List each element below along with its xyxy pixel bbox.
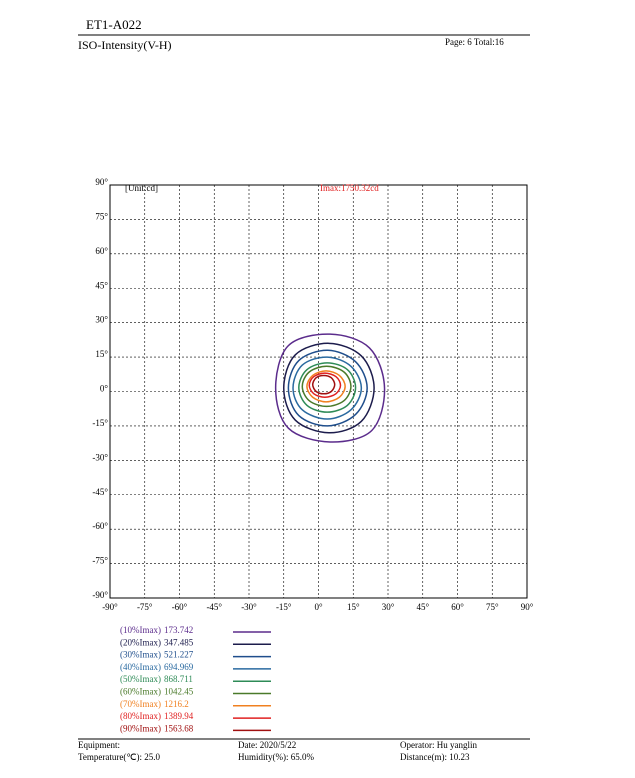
- y-tick-label: 30°: [95, 315, 108, 325]
- y-tick-label: -90°: [92, 590, 108, 600]
- doc-code: ET1-A022: [86, 17, 142, 32]
- legend-name: (10%Imax): [120, 625, 161, 635]
- y-tick-label: -75°: [92, 556, 108, 566]
- equipment: Equipment:: [78, 740, 120, 750]
- iso-contour: [287, 349, 368, 427]
- x-tick-label: 15°: [347, 602, 360, 612]
- y-tick-label: -60°: [92, 521, 108, 531]
- x-tick-label: 45°: [416, 602, 429, 612]
- legend-entry: (70%Imax) 1216.2: [120, 699, 189, 709]
- legend-name: (40%Imax): [120, 662, 161, 672]
- imax-label: Imax:1750.32cd: [320, 183, 379, 193]
- y-tick-label: 45°: [95, 280, 108, 290]
- legend-name: (60%Imax): [120, 687, 161, 697]
- legend-level: 1216.2: [164, 699, 189, 709]
- legend-level: 173.742: [164, 625, 193, 635]
- iso-contour: [311, 374, 336, 395]
- temperature: Temperature(℃): 25.0: [78, 752, 160, 762]
- legend-entry: (30%Imax) 521.227: [120, 650, 194, 660]
- legend-entry: (90%Imax) 1563.68: [120, 723, 194, 733]
- y-tick-label: 15°: [95, 349, 108, 359]
- date: Date: 2020/5/22: [238, 740, 296, 750]
- legend-entry: (80%Imax) 1389.94: [120, 711, 194, 721]
- doc-title: ISO-Intensity(V-H): [78, 38, 172, 52]
- legend-name: (20%Imax): [120, 637, 161, 647]
- plot: [109, 184, 528, 599]
- iso-contour: [282, 342, 375, 434]
- y-tick-label: 75°: [95, 211, 108, 221]
- legend-entry: (50%Imax) 868.711: [120, 674, 193, 684]
- iso-contour: [298, 362, 357, 413]
- y-tick-label: 0°: [100, 384, 109, 394]
- unit-label: [Unit:cd]: [125, 183, 158, 193]
- legend-name: (70%Imax): [120, 699, 161, 709]
- iso-contour: [292, 356, 363, 420]
- x-tick-label: -45°: [206, 602, 222, 612]
- page-info: Page: 6 Total:16: [445, 37, 504, 47]
- legend-level: 521.227: [164, 650, 194, 660]
- x-tick-label: 75°: [486, 602, 499, 612]
- x-tick-label: -15°: [276, 602, 292, 612]
- y-tick-label: 90°: [95, 177, 108, 187]
- iso-contour: [308, 372, 342, 398]
- legend-entry: (20%Imax) 347.485: [120, 637, 194, 647]
- x-tick-label: 60°: [451, 602, 464, 612]
- y-tick-label: -45°: [92, 487, 108, 497]
- legend-level: 1563.68: [164, 723, 194, 733]
- x-tick-label: 30°: [382, 602, 395, 612]
- legend-level: 1389.94: [164, 711, 194, 721]
- legend-entry: (10%Imax) 173.742: [120, 625, 193, 635]
- legend-level: 347.485: [164, 637, 194, 647]
- y-tick-label: 60°: [95, 246, 108, 256]
- legend-entry: (40%Imax) 694.969: [120, 662, 194, 672]
- humidity: Humidity(%): 65.0%: [238, 752, 314, 762]
- legend-name: (90%Imax): [120, 723, 161, 733]
- distance: Distance(m): 10.23: [400, 752, 470, 762]
- x-tick-label: -60°: [172, 602, 188, 612]
- x-tick-label: 90°: [521, 602, 534, 612]
- operator: Operator: Hu yanglin: [400, 740, 477, 750]
- x-tick-label: 0°: [314, 602, 323, 612]
- legend-name: (80%Imax): [120, 711, 161, 721]
- legend-level: 694.969: [164, 662, 194, 672]
- y-tick-label: -30°: [92, 452, 108, 462]
- y-tick-label: -15°: [92, 418, 108, 428]
- x-tick-label: -75°: [137, 602, 153, 612]
- plot-frame: [109, 184, 528, 599]
- legend-name: (50%Imax): [120, 674, 161, 684]
- iso-contour: [274, 333, 386, 443]
- x-tick-label: -90°: [102, 602, 118, 612]
- iso-contour: [301, 365, 352, 408]
- legend-level: 868.711: [164, 674, 193, 684]
- legend-level: 1042.45: [164, 687, 194, 697]
- legend-entry: (60%Imax) 1042.45: [120, 687, 194, 697]
- iso-contour: [306, 370, 346, 403]
- x-tick-label: -30°: [241, 602, 257, 612]
- legend-name: (30%Imax): [120, 650, 161, 660]
